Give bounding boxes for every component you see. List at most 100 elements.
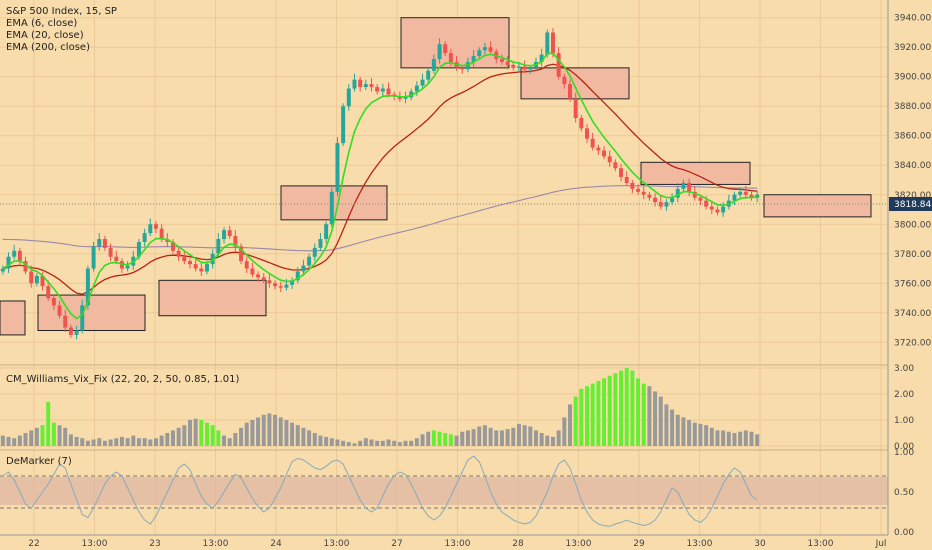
- legend-ema200[interactable]: EMA (200, close): [6, 42, 90, 53]
- demarker-tick-label: 1.00: [894, 448, 914, 458]
- vixfix-bar: [494, 430, 499, 446]
- candle-body: [23, 261, 28, 272]
- demarker-axis[interactable]: 1.00 0.50 0.00: [894, 448, 914, 538]
- vixfix-bar: [74, 436, 79, 446]
- candle-body: [624, 177, 629, 183]
- vixfix-bar: [358, 440, 363, 446]
- candle-body: [142, 233, 147, 242]
- candle-body: [585, 128, 589, 139]
- annotation-boxes[interactable]: [0, 17, 872, 336]
- vixfix-bar: [148, 439, 153, 446]
- vixfix-bar: [692, 422, 697, 446]
- vixfix-bar: [91, 439, 96, 446]
- price-zone-box[interactable]: [400, 17, 510, 69]
- vixfix-bar: [182, 425, 187, 446]
- time-tick-label: 30: [754, 539, 766, 549]
- candle-body: [386, 88, 391, 95]
- candle-body: [431, 59, 436, 71]
- vixfix-bar: [205, 422, 209, 446]
- candle-body: [233, 236, 238, 247]
- candle-body: [6, 256, 11, 269]
- legend-ema6[interactable]: EMA (6, close): [6, 18, 77, 29]
- candle-body: [743, 191, 748, 195]
- candle-body: [573, 98, 578, 119]
- vixfix-bar: [188, 420, 192, 446]
- vixfix-bar: [465, 430, 470, 446]
- price-tick-label: 3920.00: [894, 43, 931, 53]
- candle-body: [721, 206, 726, 213]
- candle-body: [738, 191, 743, 195]
- time-tick-label: 29: [633, 539, 645, 549]
- vixfix-bar: [653, 391, 658, 446]
- legend-vixfix[interactable]: CM_Williams_Vix_Fix (22, 20, 2, 50, 0.85…: [6, 374, 239, 385]
- vixfix-bar: [46, 401, 51, 446]
- vixfix-bar: [715, 430, 720, 446]
- candle-body: [619, 168, 624, 178]
- demarker-line: [2, 455, 758, 527]
- price-zone-box[interactable]: [640, 161, 751, 185]
- vixfix-bar: [471, 429, 476, 446]
- vixfix-bar: [307, 430, 312, 446]
- vixfix-bar: [664, 404, 669, 446]
- vixfix-axis[interactable]: 3.00 2.00 1.00 0.00: [894, 364, 914, 452]
- vixfix-bar: [755, 434, 760, 446]
- candle-body: [426, 70, 431, 80]
- vixfix-bar: [17, 435, 22, 446]
- candle-body: [346, 88, 351, 107]
- candle-body: [46, 286, 51, 299]
- price-tick-label: 3780.00: [894, 250, 931, 260]
- price-zone-box[interactable]: [520, 67, 630, 100]
- vixfix-bar: [199, 420, 204, 446]
- vixfix-bar: [329, 438, 334, 446]
- candle-body: [414, 85, 419, 92]
- candle-body: [653, 197, 658, 203]
- price-axis[interactable]: 3940.00 3920.00 3900.00 3880.00 3860.00 3840.…: [894, 14, 931, 349]
- legend-demarker[interactable]: DeMarker (7): [6, 456, 72, 467]
- vixfix-bar: [131, 435, 136, 446]
- candle-body: [488, 47, 493, 52]
- candle-body: [267, 280, 272, 284]
- vixfix-bar: [369, 439, 374, 446]
- candle-body: [641, 191, 646, 195]
- vixfix-bar: [85, 440, 90, 446]
- vixfix-bar: [482, 425, 487, 446]
- vixfix-bar: [57, 425, 62, 446]
- vixfix-bar: [142, 438, 147, 446]
- vixfix-bar: [551, 436, 555, 446]
- candle-body: [329, 191, 334, 225]
- time-axis[interactable]: 22 13:00 23 13:00 24 13:00 27 13:00 28 13:00 29 13:…: [28, 539, 886, 549]
- vixfix-bar: [216, 430, 221, 446]
- candle-body: [375, 87, 380, 92]
- vixfix-bar: [556, 430, 561, 446]
- vixfix-bar: [136, 438, 141, 446]
- price-zone-box[interactable]: [158, 279, 267, 317]
- candle-body: [443, 44, 448, 54]
- candle-body: [188, 261, 192, 265]
- price-zone-box[interactable]: [0, 300, 26, 336]
- price-zone-box[interactable]: [280, 185, 388, 221]
- vixfix-bar: [562, 417, 567, 446]
- candle-body: [29, 271, 34, 284]
- candle-body: [545, 32, 550, 55]
- vixfix-bar: [579, 388, 584, 446]
- price-tick-label: 3740.00: [894, 309, 931, 319]
- price-zone-box[interactable]: [763, 194, 872, 218]
- legend-ema20[interactable]: EMA (20, close): [6, 30, 84, 41]
- vixfix-bar: [721, 430, 726, 446]
- candle-body: [256, 274, 261, 278]
- candle-body: [363, 84, 368, 88]
- vixfix-bar: [153, 438, 158, 446]
- vixfix-bar: [681, 417, 686, 446]
- time-tick-label: 28: [512, 539, 524, 549]
- price-tick-label: 3720.00: [894, 338, 931, 348]
- candle-body: [301, 265, 306, 272]
- candle-body: [352, 79, 357, 89]
- candle-body: [732, 194, 737, 201]
- vixfix-bar: [6, 436, 11, 446]
- candle-body: [670, 197, 675, 203]
- vixfix-bar: [448, 434, 453, 446]
- candle-body: [295, 271, 300, 281]
- ema20-line: [2, 63, 758, 295]
